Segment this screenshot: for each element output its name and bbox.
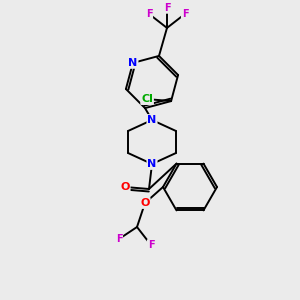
Text: F: F xyxy=(146,9,152,19)
Text: N: N xyxy=(128,58,137,68)
Text: Cl: Cl xyxy=(141,94,153,104)
Text: F: F xyxy=(164,3,170,13)
Text: F: F xyxy=(182,9,188,19)
Text: N: N xyxy=(147,159,157,169)
Text: F: F xyxy=(116,234,122,244)
Text: F: F xyxy=(148,240,154,250)
Text: N: N xyxy=(147,115,157,125)
Text: O: O xyxy=(140,198,150,208)
Text: O: O xyxy=(120,182,130,192)
